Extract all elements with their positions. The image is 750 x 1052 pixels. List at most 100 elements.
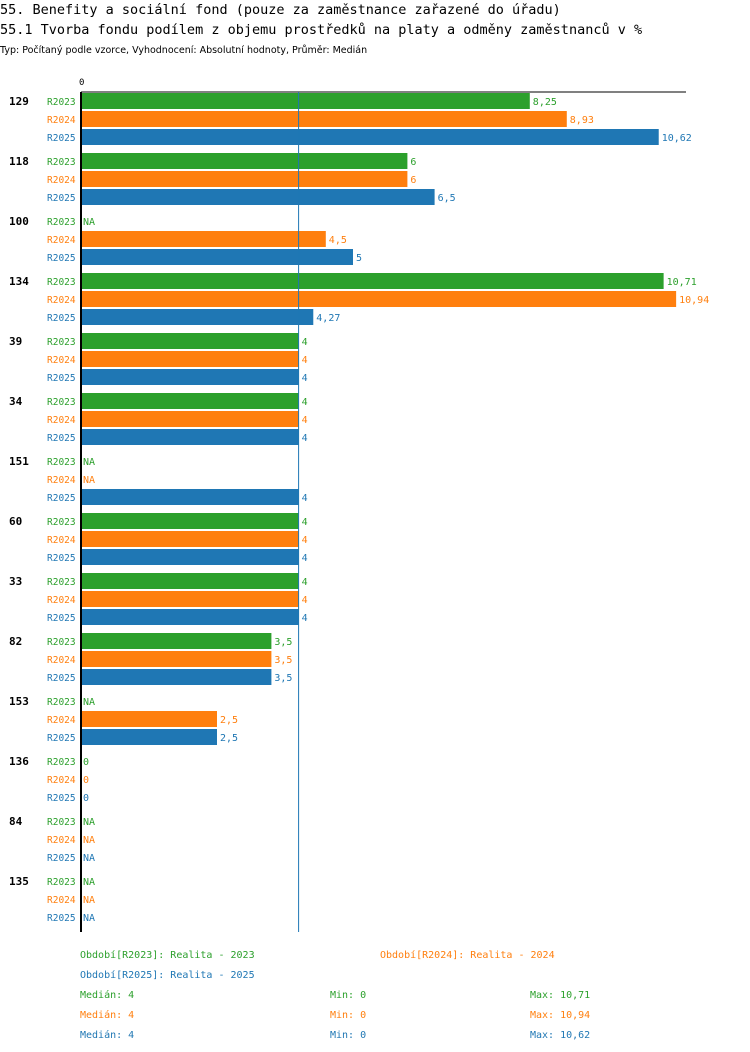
value-label-151-R2025: 4 (302, 493, 308, 504)
series-label-R2025: R2025 (47, 133, 76, 144)
bar-34-R2025 (81, 429, 299, 445)
bar-134-R2024 (81, 291, 677, 307)
series-label-R2023: R2023 (47, 277, 76, 288)
value-label-153-R2023: NA (83, 697, 95, 708)
series-label-R2023: R2023 (47, 457, 76, 468)
series-label-R2023: R2023 (47, 877, 76, 888)
bar-60-R2024 (81, 531, 299, 547)
series-label-R2025: R2025 (47, 733, 76, 744)
bar-100-R2025 (81, 249, 353, 265)
series-label-R2025: R2025 (47, 313, 76, 324)
series-label-R2024: R2024 (47, 895, 76, 906)
bar-153-R2025 (81, 729, 217, 745)
value-label-39-R2024: 4 (302, 355, 308, 366)
group-label-84: 84 (9, 815, 23, 828)
value-label-151-R2023: NA (83, 457, 95, 468)
value-label-100-R2025: 5 (356, 253, 362, 264)
legend-min-R2025: Min: 0 (330, 1030, 366, 1041)
series-label-R2025: R2025 (47, 433, 76, 444)
value-label-82-R2023: 3,5 (274, 637, 292, 648)
series-label-R2024: R2024 (47, 535, 76, 546)
legend-max-R2024: Max: 10,94 (530, 1010, 590, 1021)
value-label-153-R2025: 2,5 (220, 733, 238, 744)
group-label-39: 39 (9, 335, 22, 348)
series-label-R2023: R2023 (47, 217, 76, 228)
bar-33-R2023 (81, 573, 299, 589)
bar-33-R2025 (81, 609, 299, 625)
series-label-R2024: R2024 (47, 715, 76, 726)
value-label-129-R2025: 10,62 (662, 133, 692, 144)
group-label-129: 129 (9, 95, 29, 108)
value-label-153-R2024: 2,5 (220, 715, 238, 726)
bar-60-R2023 (81, 513, 299, 529)
value-label-84-R2024: NA (83, 835, 95, 846)
value-label-34-R2023: 4 (302, 397, 308, 408)
value-label-34-R2024: 4 (302, 415, 308, 426)
series-label-R2024: R2024 (47, 235, 76, 246)
bar-82-R2024 (81, 651, 272, 667)
series-label-R2024: R2024 (47, 415, 76, 426)
group-label-134: 134 (9, 275, 29, 288)
series-label-R2025: R2025 (47, 793, 76, 804)
series-label-R2023: R2023 (47, 637, 76, 648)
series-label-R2024: R2024 (47, 655, 76, 666)
value-label-129-R2023: 8,25 (533, 97, 557, 108)
series-label-R2024: R2024 (47, 355, 76, 366)
legend-min-R2024: Min: 0 (330, 1010, 366, 1021)
value-label-84-R2025: NA (83, 853, 95, 864)
report-subtitle: 55.1 Tvorba fondu podílem z objemu prost… (0, 22, 643, 38)
value-label-135-R2024: NA (83, 895, 95, 906)
bar-118-R2023 (81, 153, 408, 169)
bar-129-R2024 (81, 111, 567, 127)
series-label-R2024: R2024 (47, 115, 76, 126)
value-label-134-R2025: 4,27 (316, 313, 340, 324)
series-label-R2024: R2024 (47, 475, 76, 486)
value-label-136-R2024: 0 (83, 775, 89, 786)
value-label-136-R2025: 0 (83, 793, 89, 804)
bar-82-R2023 (81, 633, 272, 649)
series-label-R2025: R2025 (47, 673, 76, 684)
series-label-R2023: R2023 (47, 577, 76, 588)
legend-median-R2023: Medián: 4 (80, 989, 134, 1001)
bar-129-R2025 (81, 129, 659, 145)
group-label-153: 153 (9, 695, 29, 708)
group-label-34: 34 (9, 395, 23, 408)
series-label-R2025: R2025 (47, 193, 76, 204)
series-label-R2025: R2025 (47, 373, 76, 384)
series-label-R2023: R2023 (47, 97, 76, 108)
value-label-34-R2025: 4 (302, 433, 308, 444)
series-label-R2024: R2024 (47, 295, 76, 306)
series-label-R2024: R2024 (47, 775, 76, 786)
value-label-135-R2025: NA (83, 913, 95, 924)
value-label-100-R2024: 4,5 (329, 235, 347, 246)
series-label-R2023: R2023 (47, 697, 76, 708)
value-label-33-R2025: 4 (302, 613, 308, 624)
series-label-R2024: R2024 (47, 595, 76, 606)
bar-34-R2023 (81, 393, 299, 409)
series-label-R2024: R2024 (47, 835, 76, 846)
value-label-82-R2025: 3,5 (274, 673, 292, 684)
legend-max-R2025: Max: 10,62 (530, 1030, 590, 1041)
group-label-82: 82 (9, 635, 22, 648)
value-label-60-R2023: 4 (302, 517, 308, 528)
bar-82-R2025 (81, 669, 272, 685)
group-label-151: 151 (9, 455, 29, 468)
value-label-82-R2024: 3,5 (274, 655, 292, 666)
bar-153-R2024 (81, 711, 217, 727)
legend-median-R2025: Medián: 4 (80, 1029, 134, 1041)
legend-period-R2025: Období[R2025]: Realita - 2025 (80, 969, 255, 981)
value-label-136-R2023: 0 (83, 757, 89, 768)
value-label-33-R2024: 4 (302, 595, 308, 606)
series-label-R2023: R2023 (47, 757, 76, 768)
series-label-R2025: R2025 (47, 493, 76, 504)
axis-zero-label: 0 (79, 78, 84, 88)
series-label-R2025: R2025 (47, 913, 76, 924)
legend-period-R2023: Období[R2023]: Realita - 2023 (80, 949, 255, 961)
bar-39-R2024 (81, 351, 299, 367)
bar-129-R2023 (81, 93, 530, 109)
legend-max-R2023: Max: 10,71 (530, 990, 590, 1001)
value-label-129-R2024: 8,93 (570, 115, 594, 126)
value-label-134-R2024: 10,94 (679, 295, 709, 306)
value-label-60-R2024: 4 (302, 535, 308, 546)
